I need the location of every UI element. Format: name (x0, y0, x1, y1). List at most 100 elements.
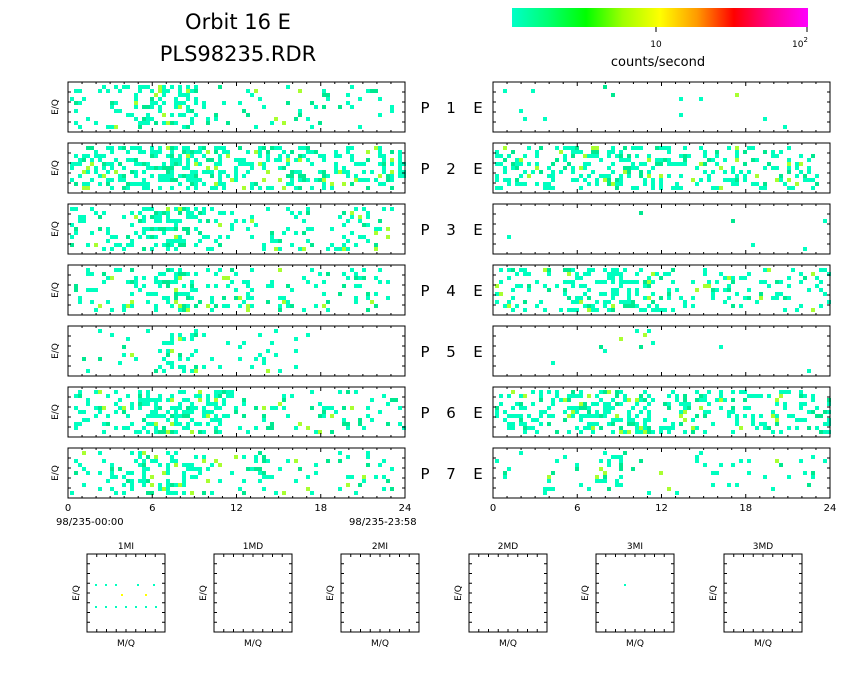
count-cell (322, 182, 326, 186)
count-cell (226, 235, 230, 239)
count-cell (378, 280, 382, 284)
count-cell (819, 430, 823, 434)
count-cell (142, 451, 146, 455)
count-cell (214, 398, 218, 402)
count-cell (122, 215, 126, 219)
count-cell (158, 174, 162, 178)
count-cell (647, 154, 651, 158)
count-cell (190, 170, 194, 174)
count-cell (150, 422, 154, 426)
count-cell (182, 308, 186, 312)
count-cell (603, 479, 607, 483)
count-cell (579, 390, 583, 394)
count-cell (250, 304, 254, 308)
count-cell (246, 162, 250, 166)
count-cell (342, 284, 346, 288)
count-cell (298, 158, 302, 162)
count-cell (130, 280, 134, 284)
count-cell (727, 146, 731, 150)
count-cell (186, 308, 190, 312)
count-cell (691, 430, 695, 434)
count-cell (635, 280, 639, 284)
count-cell (547, 186, 551, 190)
x-tick-label: 0 (65, 503, 71, 514)
count-cell (90, 300, 94, 304)
count-cell (823, 292, 827, 296)
channel-label-p: P (420, 282, 429, 300)
count-cell (130, 479, 134, 483)
count-cell (310, 491, 314, 495)
count-cell (495, 414, 499, 418)
count-cell (559, 398, 563, 402)
count-cell (78, 174, 82, 178)
count-cell (202, 455, 206, 459)
count-cell (687, 406, 691, 410)
count-cell (366, 223, 370, 227)
count-cell (218, 422, 222, 426)
count-cell (186, 211, 190, 215)
count-cell (603, 451, 607, 455)
count-cell (198, 471, 202, 475)
count-cell (535, 304, 539, 308)
mass-panels: 1MIM/QE/Q1MDM/QE/Q2MIM/QE/Q2MDM/QE/Q3MIM… (72, 542, 803, 649)
count-cell (158, 414, 162, 418)
count-cell (595, 182, 599, 186)
count-cell (507, 178, 511, 182)
count-cell (731, 430, 735, 434)
count-cell (543, 491, 547, 495)
count-cell (563, 280, 567, 284)
count-cell (150, 227, 154, 231)
count-cell (599, 426, 603, 430)
count-cell (615, 455, 619, 459)
count-cell (254, 125, 258, 129)
count-cell (587, 487, 591, 491)
count-cell (98, 410, 102, 414)
count-cell (250, 186, 254, 190)
count-cell (527, 146, 531, 150)
count-cell (126, 182, 130, 186)
count-cell (535, 162, 539, 166)
count-cell (547, 475, 551, 479)
count-cell (110, 247, 114, 251)
count-cell (174, 239, 178, 243)
count-cell (378, 150, 382, 154)
count-cell (374, 146, 378, 150)
count-cell (795, 418, 799, 422)
count-cell (619, 150, 623, 154)
x-tick-label: 24 (824, 503, 837, 514)
count-cell (126, 243, 130, 247)
count-cell (346, 101, 350, 105)
count-cell (102, 247, 106, 251)
count-cell (290, 170, 294, 174)
count-cell (106, 414, 110, 418)
count-cell (234, 170, 238, 174)
count-cell (735, 154, 739, 158)
count-cell (74, 182, 78, 186)
count-cell (547, 166, 551, 170)
count-cell (623, 394, 627, 398)
count-cell (138, 182, 142, 186)
count-cell (194, 394, 198, 398)
count-cell (130, 268, 134, 272)
count-cell (655, 272, 659, 276)
count-cell (595, 394, 599, 398)
count-cell (827, 418, 831, 422)
count-cell (579, 483, 583, 487)
count-cell (527, 288, 531, 292)
count-cell (579, 174, 583, 178)
count-cell (667, 426, 671, 430)
count-cell (547, 487, 551, 491)
count-cell (799, 390, 803, 394)
count-cell (114, 101, 118, 105)
count-cell (214, 239, 218, 243)
count-cell (146, 105, 150, 109)
count-cell (559, 170, 563, 174)
count-cell (563, 410, 567, 414)
count-cell (154, 304, 158, 308)
count-cell (190, 418, 194, 422)
count-cell (579, 186, 583, 190)
count-cell (278, 146, 282, 150)
count-cell (547, 390, 551, 394)
count-cell (258, 154, 262, 158)
count-cell (739, 276, 743, 280)
